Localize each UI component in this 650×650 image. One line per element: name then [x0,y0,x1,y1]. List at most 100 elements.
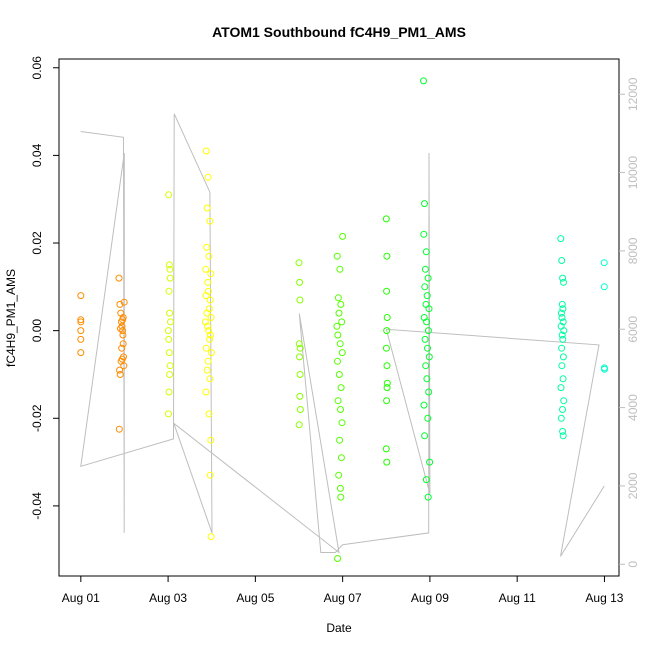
data-point [336,484,344,492]
data-point [207,349,215,357]
data-point [558,300,566,308]
data-point [77,292,85,300]
data-point [119,327,127,335]
x-axis-label: Date [326,621,352,635]
data-point [421,265,429,273]
data-point [559,432,567,440]
right-tick-label: 0 [626,561,640,568]
data-point [557,309,565,317]
data-point [336,436,344,444]
data-point [206,296,214,304]
data-point [204,173,212,181]
data-point [337,300,345,308]
data-point [202,265,210,273]
data-point [421,283,429,291]
data-point [204,322,211,330]
data-point [204,357,212,365]
data-point [337,493,345,501]
data-point [336,265,344,273]
right-tick-label: 8000 [626,237,640,264]
data-point [424,414,432,422]
y-axis-label: fC4H9_PM1_AMS [4,269,18,367]
data-point [295,421,303,429]
data-point [559,318,567,326]
data-point [205,410,213,418]
data-point [207,270,215,278]
data-point [166,265,174,273]
data-point [382,445,390,453]
x-tick-label: Aug 13 [585,591,623,605]
data-point [420,230,428,238]
data-point [165,191,173,199]
data-point [557,384,565,392]
data-point [207,331,214,339]
data-point [207,436,215,444]
data-point [601,365,608,373]
data-point [383,327,391,335]
data-point [424,493,432,501]
data-point [422,248,430,256]
data-point [164,327,172,335]
y-tick-label: -0.02 [30,404,44,432]
data-point [203,309,211,317]
data-point [421,432,429,440]
data-point [205,252,213,260]
data-point [116,366,124,374]
data-point [116,300,124,308]
data-point [557,414,565,422]
data-point [337,454,345,462]
data-point [202,147,210,155]
data-point [203,243,211,251]
data-point [600,283,608,291]
data-point [166,309,174,317]
x-tick-label: Aug 11 [499,591,536,605]
y-tick-label: 0.00 [30,319,44,343]
data-point [207,314,215,321]
data-point [423,318,431,326]
data-point [166,362,174,370]
data-point [334,331,342,339]
data-point [206,217,214,225]
data-point [425,353,433,361]
data-point [295,340,303,348]
data-point [296,392,304,400]
data-point [560,327,568,335]
data-point [422,476,430,484]
data-point [426,458,434,466]
data-point [335,371,343,378]
data-point [337,384,345,392]
data-point [296,371,304,378]
data-point [206,335,214,343]
data-point [420,401,428,409]
data-point [424,274,432,282]
data-point [558,362,566,370]
data-point [383,458,391,466]
data-point [559,375,567,383]
right-tick-label: 2000 [626,472,640,499]
data-point [296,406,304,413]
data-point [119,316,127,324]
data-point [334,294,342,302]
data-point [383,379,391,387]
data-point [382,344,390,352]
data-point [333,322,341,330]
data-point [166,371,174,378]
data-point [203,204,211,212]
data-point [296,344,304,352]
y-tick-label: -0.04 [30,492,44,520]
x-tick-label: Aug 01 [62,591,100,605]
data-point [115,425,123,433]
data-point [383,384,391,392]
data-point [558,257,566,264]
data-point [558,331,566,339]
data-point [424,344,431,352]
right-tick-label: 4000 [626,394,640,421]
data-point [119,331,127,339]
data-point [421,335,429,343]
right-tick-label: 10000 [626,156,640,190]
data-point [77,316,85,324]
data-point [77,335,85,343]
data-point [558,314,566,321]
data-point [338,419,346,427]
data-point [337,406,344,413]
